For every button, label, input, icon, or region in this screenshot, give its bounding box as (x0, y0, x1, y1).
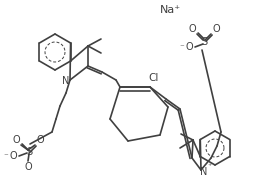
Text: S: S (201, 37, 207, 47)
Text: O: O (9, 151, 17, 161)
Text: O: O (185, 42, 193, 52)
Text: O: O (188, 24, 196, 34)
Text: O: O (36, 135, 44, 145)
Text: N: N (200, 167, 208, 177)
Text: S: S (26, 147, 32, 157)
Text: ⁻: ⁻ (180, 44, 184, 52)
Text: ⁻: ⁻ (4, 153, 8, 162)
Text: ⁺: ⁺ (208, 162, 212, 172)
Text: O: O (212, 24, 220, 34)
Text: O: O (24, 162, 32, 172)
Text: N: N (62, 76, 70, 86)
Text: O: O (12, 135, 20, 145)
Text: Na⁺: Na⁺ (160, 5, 181, 15)
Text: Cl: Cl (149, 73, 159, 83)
